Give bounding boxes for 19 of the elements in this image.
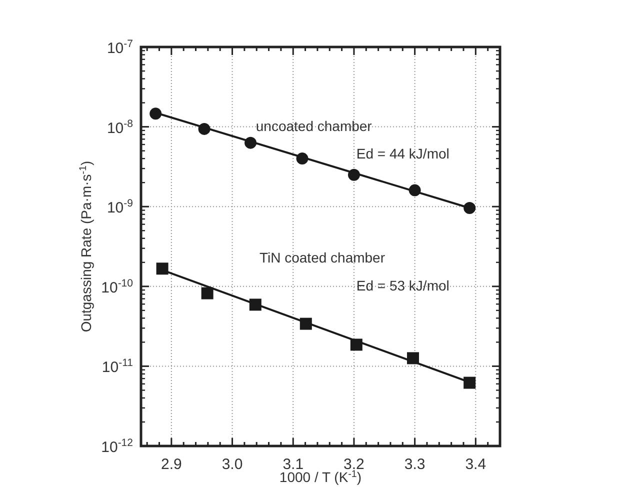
y-tick-label: 10$^{-8}$ bbox=[106, 118, 134, 137]
point bbox=[156, 262, 168, 275]
y-tick-label: 10$^{-11}$ bbox=[102, 357, 134, 376]
y-tick-label: 10$^{-12}$ bbox=[101, 437, 134, 456]
x-tick-label: 2.9 bbox=[160, 456, 182, 473]
annotation: TiN coated chamber bbox=[259, 249, 386, 266]
y-tick-label: 10$^{-9}$ bbox=[106, 198, 134, 217]
annotation: uncoated chamber bbox=[256, 118, 372, 134]
x-tick-label: 3.0 bbox=[222, 456, 243, 473]
point bbox=[464, 202, 476, 214]
x-tick-label: 3.3 bbox=[404, 456, 426, 473]
y-tick-label: 10$^{-7}$ bbox=[106, 38, 134, 57]
x-tick-label: 3.1 bbox=[282, 456, 304, 473]
x-tick-label: 3.4 bbox=[465, 456, 486, 473]
annotation: Ed = 44 kJ/mol bbox=[356, 146, 450, 162]
point bbox=[201, 287, 214, 300]
point bbox=[464, 376, 476, 389]
annotation: Ed = 53 kJ/mol bbox=[356, 277, 450, 294]
y-tick-label: 10$^{-10}$ bbox=[101, 277, 134, 296]
